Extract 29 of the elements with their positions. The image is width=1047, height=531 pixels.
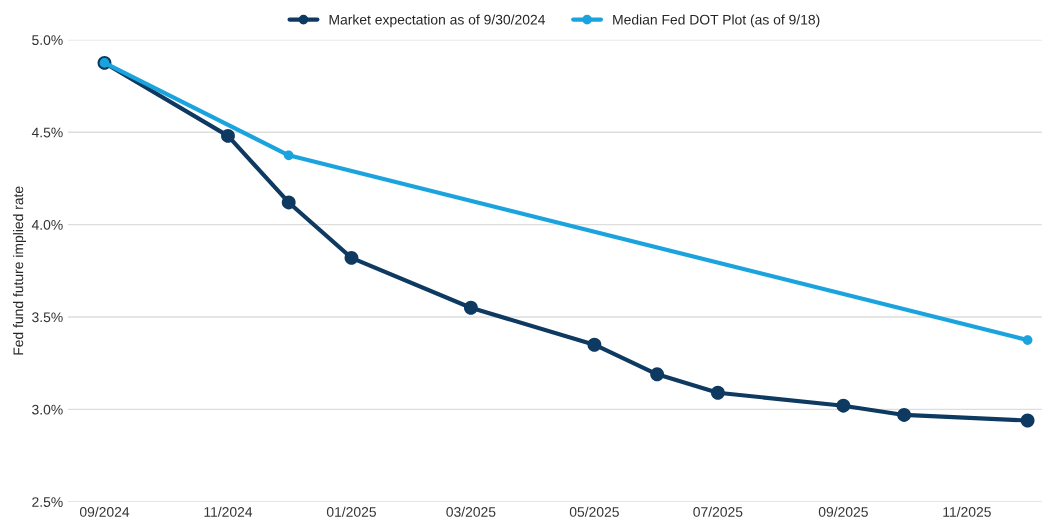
- x-tick-label: 05/2025: [569, 506, 619, 517]
- point: [587, 337, 602, 352]
- x-tick-label: 11/2025: [943, 506, 991, 517]
- point: [836, 398, 851, 413]
- legend-label: Market expectation as of 9/30/2024: [329, 14, 546, 28]
- point: [1022, 335, 1033, 345]
- x-tick-label: 03/2025: [446, 506, 496, 517]
- point: [463, 300, 478, 315]
- y-tick-label: 4.0%: [31, 219, 63, 230]
- y-axis-title: Fed fund future implied rate: [13, 186, 26, 355]
- y-tick-label: 4.5%: [31, 127, 63, 138]
- x-tick-label: 09/2024: [79, 506, 130, 517]
- legend-label: Median Fed DOT Plot (as of 9/18): [613, 14, 820, 28]
- point: [710, 385, 725, 400]
- point: [897, 408, 912, 422]
- x-tick-label: 01/2025: [326, 506, 376, 517]
- point: [1020, 413, 1035, 428]
- y-tick-label: 2.5%: [32, 497, 63, 507]
- point: [344, 250, 359, 265]
- point: [281, 195, 296, 210]
- y-tick-label: 3.5%: [32, 312, 63, 323]
- y-tick-label: 5.0%: [32, 35, 63, 45]
- point: [283, 150, 294, 161]
- x-tick-label: 09/2025: [818, 506, 868, 517]
- y-tick-label: 3.0%: [32, 404, 63, 415]
- point: [221, 128, 235, 143]
- point: [650, 367, 665, 382]
- x-tick-label: 07/2025: [693, 506, 743, 517]
- x-tick-label: 11/2024: [204, 506, 253, 517]
